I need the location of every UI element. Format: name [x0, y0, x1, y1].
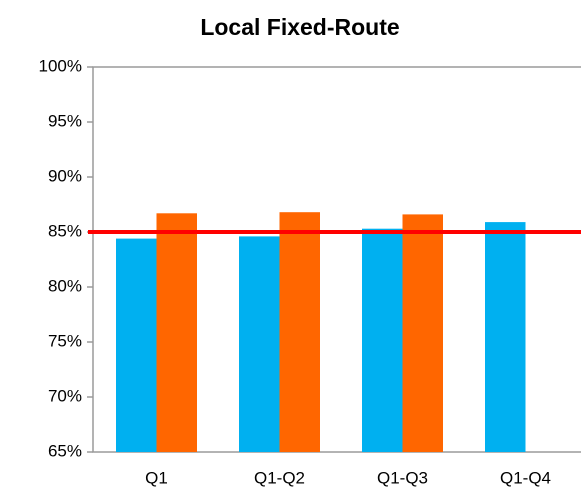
x-tick-label: Q1-Q4	[500, 468, 551, 487]
y-tick-label: 65%	[48, 441, 82, 460]
x-tick-label: Q1-Q2	[254, 468, 305, 487]
y-tick-label: 90%	[48, 166, 82, 185]
y-tick-label: 85%	[48, 221, 82, 240]
y-tick-label: 80%	[48, 276, 82, 295]
bar	[362, 228, 403, 452]
bar	[156, 213, 197, 452]
y-tick-label: 100%	[39, 56, 82, 75]
y-tick-label: 75%	[48, 331, 82, 350]
chart-title: Local Fixed-Route	[200, 14, 399, 40]
x-tick-label: Q1-Q3	[377, 468, 428, 487]
bar	[279, 212, 320, 452]
x-tick-label: Q1	[145, 468, 168, 487]
plot-frame	[92, 66, 581, 453]
y-tick-label: 70%	[48, 386, 82, 405]
y-tick-label: 95%	[48, 111, 82, 130]
bar	[402, 214, 443, 452]
bar	[485, 222, 526, 452]
bar	[239, 236, 280, 452]
bar	[116, 238, 157, 452]
